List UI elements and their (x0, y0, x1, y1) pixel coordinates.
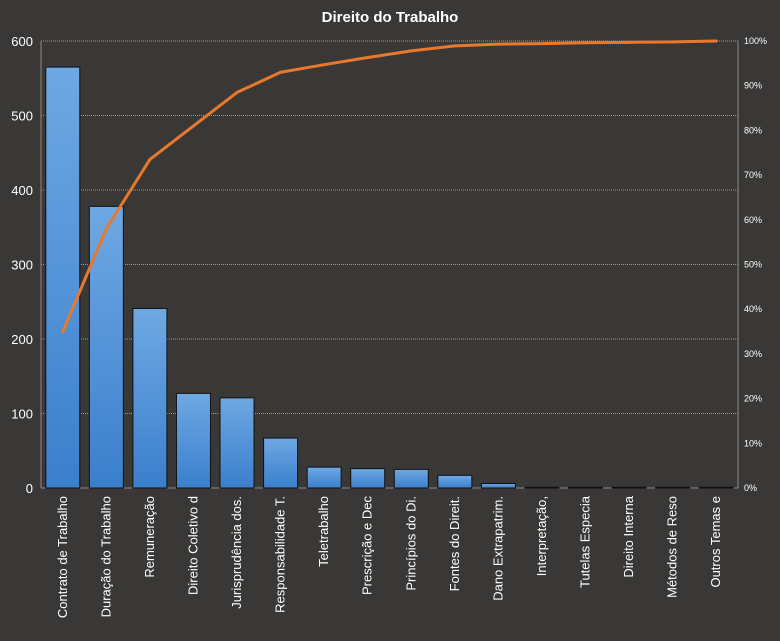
bar (655, 486, 691, 489)
y-tick-label: 0 (26, 481, 33, 496)
y-tick-label: 200 (11, 332, 33, 347)
x-tick-label: Direito Coletivo d (185, 496, 200, 595)
y-tick-label: 100 (11, 407, 33, 422)
bar (132, 307, 168, 489)
bar (175, 392, 211, 489)
bar (480, 483, 516, 489)
bar (698, 486, 734, 489)
x-tick-label: Teletrabalho (316, 496, 331, 567)
x-tick-label: Outros Temas e (708, 496, 723, 588)
x-tick-label: Interpretação, (534, 496, 549, 576)
bar (306, 466, 342, 489)
y2-tick-label: 80% (744, 125, 762, 135)
x-tick-label: Dano Extrapatrim. (490, 496, 505, 601)
bar (45, 66, 81, 489)
line-point (671, 40, 675, 44)
x-tick-label: Fontes do Direit. (447, 496, 462, 591)
x-tick-label: Remuneração (142, 496, 157, 578)
y-tick-label: 600 (11, 34, 33, 49)
x-tick-label: Métodos de Reso (665, 496, 680, 598)
line-point (148, 157, 152, 161)
line-point (409, 49, 413, 53)
y2-tick-label: 60% (744, 215, 762, 225)
line-point (61, 330, 65, 334)
right-axis-ticks: 0% 10% 20% 30% 40% 50% 60% 70% 80% 90% 100% (744, 36, 767, 493)
bar (437, 474, 473, 489)
bar (263, 437, 299, 489)
bar (611, 486, 647, 489)
y-tick-label: 300 (11, 258, 33, 273)
bar (393, 468, 429, 489)
cumulative-line-series (61, 39, 718, 334)
line-point (584, 41, 588, 45)
line-point (627, 40, 631, 44)
bar (350, 468, 386, 489)
bar (88, 205, 124, 489)
line-point (322, 63, 326, 67)
y-tick-label: 500 (11, 109, 33, 124)
line-point (453, 44, 457, 48)
y2-tick-label: 70% (744, 170, 762, 180)
x-tick-label: Direito Interna (621, 495, 636, 577)
line-point (104, 227, 108, 231)
x-tick-label: Tutelas Especia (578, 495, 593, 588)
line-point (191, 124, 195, 128)
y2-tick-label: 30% (744, 349, 762, 359)
bar (219, 397, 255, 489)
bar (524, 486, 560, 489)
line-point (235, 90, 239, 94)
left-axis-ticks: 0 100 200 300 400 500 600 (11, 34, 33, 496)
y2-tick-label: 50% (744, 260, 762, 270)
bar (568, 486, 604, 489)
bar-series (45, 66, 734, 489)
x-tick-label: Responsabilidade T. (273, 496, 288, 613)
y2-tick-label: 90% (744, 81, 762, 91)
cumulative-line (61, 39, 717, 333)
y2-tick-label: 10% (744, 438, 762, 448)
line-point (540, 42, 544, 46)
y2-tick-label: 0% (744, 483, 757, 493)
line-point (366, 56, 370, 60)
line-point (279, 70, 283, 74)
chart-title: Direito do Trabalho (322, 9, 459, 26)
y2-tick-label: 100% (744, 36, 767, 46)
y2-tick-label: 20% (744, 394, 762, 404)
y-tick-label: 400 (11, 183, 33, 198)
x-tick-label: Duração do Trabalho (98, 496, 113, 617)
x-tick-label: Princípios do Di. (403, 496, 418, 591)
line-point (496, 42, 500, 46)
y2-tick-label: 40% (744, 304, 762, 314)
line-point (714, 39, 718, 43)
category-labels: Contrato de Trabalho Duração do Trabalho R… (55, 495, 723, 618)
x-tick-label: Prescrição e Dec (360, 496, 375, 595)
x-tick-label: Contrato de Trabalho (55, 496, 70, 618)
x-tick-label: Jurisprudência dos. (229, 496, 244, 609)
